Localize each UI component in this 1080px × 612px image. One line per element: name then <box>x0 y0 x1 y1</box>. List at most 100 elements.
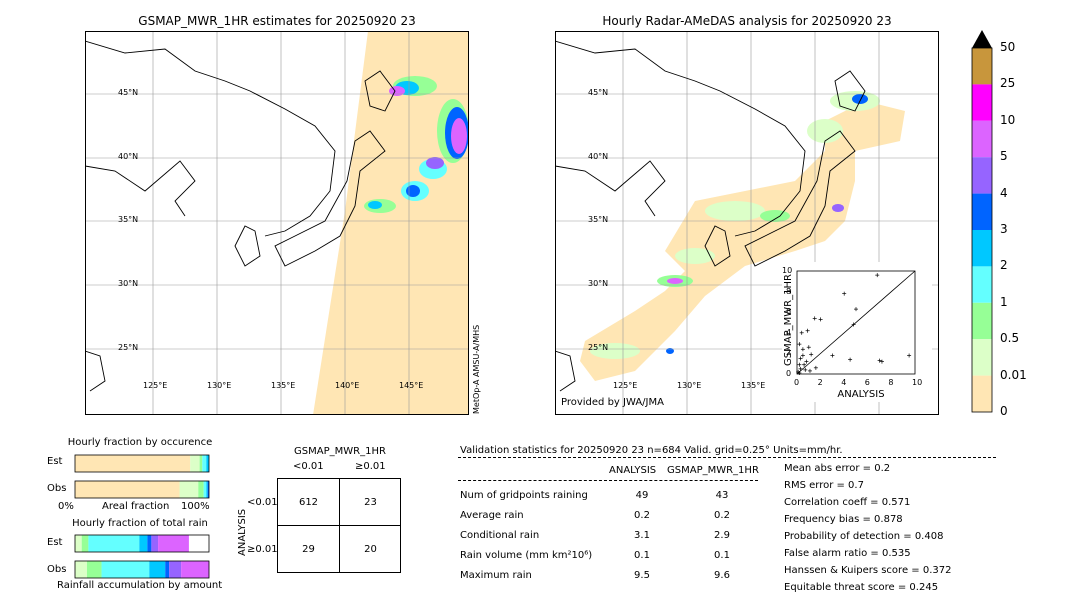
lon-label: 135°E <box>741 381 766 390</box>
score-line: Equitable threat score = 0.245 <box>784 582 939 593</box>
bar-segment <box>181 561 209 578</box>
scatter-xtick: 4 <box>841 378 847 387</box>
colorbar-extend-triangle <box>972 30 992 48</box>
occurrence-bars <box>74 454 210 499</box>
scatter-point <box>802 362 807 367</box>
validation-header: Validation statistics for 20250920 23 n=… <box>460 445 843 456</box>
bar-segment <box>202 455 207 472</box>
table-divider <box>458 480 758 481</box>
lat-label: 40°N <box>588 152 609 161</box>
provider-label: Provided by JWA/JMA <box>561 397 664 408</box>
colorbar-label: 0.5 <box>1000 331 1020 346</box>
colorbar-segment <box>972 84 992 121</box>
score-line: Hanssen & Kuipers score = 0.372 <box>784 565 952 576</box>
scatter-point <box>830 353 835 358</box>
occurrence-title: Hourly fraction by occurence <box>67 437 213 448</box>
scatter-point <box>842 291 847 296</box>
bar-segment <box>190 455 200 472</box>
bar-segment <box>75 481 180 498</box>
cell-10: 29 <box>302 544 315 555</box>
colorbar-segment <box>972 230 992 267</box>
totalrain-bars <box>74 534 210 579</box>
stat-label: Num of gridpoints raining <box>460 490 588 501</box>
stat-gsmap-value: 43 <box>715 490 729 501</box>
col-label-lt: <0.01 <box>293 461 324 472</box>
occ-est-label: Est <box>47 456 63 467</box>
scatter-point <box>907 353 912 358</box>
score-line: Frequency bias = 0.878 <box>784 514 903 525</box>
stat-gsmap-value: 2.9 <box>714 530 730 541</box>
scatter-point <box>851 322 856 327</box>
scatter-xtick: 6 <box>864 378 870 387</box>
occ-x-mid: Areal fraction <box>102 501 170 512</box>
scatter-point <box>804 359 809 364</box>
colorbar-label: 2 <box>1000 258 1008 273</box>
scatter-ytick: 0 <box>786 369 792 378</box>
scatter-xtick: 2 <box>817 378 823 387</box>
cell-01: 23 <box>364 497 377 508</box>
stat-analysis-value: 49 <box>635 490 649 501</box>
colorbar-segment <box>972 157 992 194</box>
bar-segment <box>139 535 148 552</box>
lon-label: 130°E <box>677 381 702 390</box>
scatter-point <box>818 317 823 322</box>
lat-label: 30°N <box>118 279 139 288</box>
right-coastline <box>555 40 866 392</box>
right-map-title: Hourly Radar-AMeDAS analysis for 2025092… <box>602 14 892 28</box>
left-grid <box>85 31 469 415</box>
scatter-xtick: 8 <box>888 378 894 387</box>
scatter-point <box>799 330 804 335</box>
colorbar-label: 50 <box>1000 40 1016 54</box>
contingency-box: 612 23 29 20 <box>277 478 401 573</box>
scatter-point <box>797 362 802 367</box>
lat-label: 30°N <box>588 279 609 288</box>
rain-obs-label: Obs <box>47 564 67 575</box>
colorbar-segment <box>972 266 992 303</box>
sensor-note: MetOp-A AMSU-A/MHS <box>472 324 481 414</box>
scatter-point <box>877 358 882 363</box>
colorbar-frame <box>971 47 993 413</box>
col-analysis: ANALYSIS <box>609 465 657 476</box>
occ-x-start: 0% <box>58 501 74 512</box>
bar-segment <box>86 561 102 578</box>
rain-xlabel: Rainfall accumulation by amount <box>57 580 223 591</box>
lon-label: 145°E <box>399 381 424 390</box>
colorbar-label: 0.01 <box>1000 367 1027 382</box>
score-line: Correlation coeff = 0.571 <box>784 497 911 508</box>
colorbar-label: 10 <box>1000 112 1016 127</box>
cell-11: 20 <box>364 544 377 555</box>
bar-segment <box>75 535 82 552</box>
colorbar-label: 4 <box>1000 185 1008 200</box>
col-label-ge: ≥0.01 <box>355 461 386 472</box>
colorbar-segment <box>972 375 992 412</box>
scatter-point <box>809 352 814 357</box>
bar-segment <box>147 535 152 552</box>
lat-label: 25°N <box>588 343 609 352</box>
scatter-ytick: 6 <box>786 307 792 317</box>
scatter-ytick: 2 <box>786 348 792 358</box>
lon-label: 125°E <box>613 381 638 390</box>
scatter-point <box>806 345 811 350</box>
bar-segment <box>149 561 166 578</box>
scatter-ytick: 4 <box>786 327 792 337</box>
bar-frame <box>74 560 210 579</box>
scatter-point <box>848 357 853 362</box>
scatter-diagonal <box>796 270 916 375</box>
colorbar-segment <box>972 48 992 85</box>
colorbar-segment <box>972 120 992 158</box>
scatter-xtick: 10 <box>912 378 923 387</box>
scatter-point <box>798 356 803 361</box>
score-line: Mean abs error = 0.2 <box>784 463 891 474</box>
scatter-point <box>875 273 880 278</box>
lon-label: 130°E <box>207 381 232 390</box>
lat-label: 40°N <box>118 152 139 161</box>
bar-frame <box>74 454 210 473</box>
lat-label: 35°N <box>588 215 609 224</box>
bar-segment <box>165 561 170 578</box>
bar-frame <box>74 534 210 553</box>
bar-segment <box>151 535 159 552</box>
colorbar-label: 3 <box>1000 222 1008 236</box>
lat-label: 45°N <box>588 88 609 97</box>
colorbar-label: 0 <box>1000 404 1008 418</box>
scatter-ylabel: GSMAP_MWR_1HR <box>783 274 794 366</box>
